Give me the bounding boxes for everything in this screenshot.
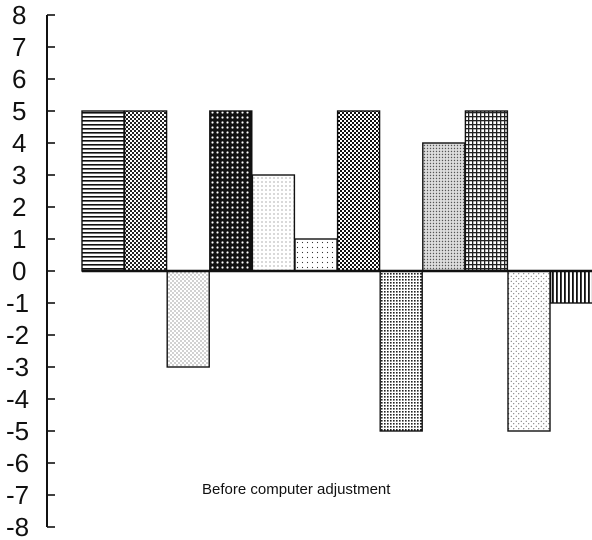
bar-9 xyxy=(422,142,466,272)
y-tick-label: -1 xyxy=(6,288,29,318)
y-tick-label: 4 xyxy=(12,128,26,158)
y-tick-label: -8 xyxy=(6,512,29,540)
bar-7 xyxy=(336,110,381,272)
y-tick-label: 5 xyxy=(12,96,26,126)
y-tick-label: 1 xyxy=(12,224,26,254)
bar-4 xyxy=(209,110,253,272)
y-tick-label: -3 xyxy=(6,352,29,382)
y-tick-label: 7 xyxy=(12,32,26,62)
y-tick-label: 3 xyxy=(12,160,26,190)
y-tick-label: 0 xyxy=(12,256,26,286)
bar-8 xyxy=(379,270,423,432)
bar-12 xyxy=(549,270,592,304)
y-tick-label: 8 xyxy=(12,0,26,30)
y-tick-label: -5 xyxy=(6,416,29,446)
y-tick-label: -6 xyxy=(6,448,29,478)
bar-10 xyxy=(464,110,509,272)
y-tick-label: -7 xyxy=(6,480,29,510)
bar-3 xyxy=(166,270,210,368)
y-tick-label: -4 xyxy=(6,384,29,414)
y-tick-label: 6 xyxy=(12,64,26,94)
y-tick-label: 2 xyxy=(12,192,26,222)
bar-2 xyxy=(123,110,168,272)
y-ticks xyxy=(47,14,55,528)
y-tick-label: -2 xyxy=(6,320,29,350)
bar-6 xyxy=(294,238,338,272)
bar-5 xyxy=(251,174,296,272)
bars xyxy=(81,110,592,432)
bar-1 xyxy=(81,110,125,272)
bar-11 xyxy=(507,270,551,432)
chart-annotation: Before computer adjustment xyxy=(202,481,391,498)
